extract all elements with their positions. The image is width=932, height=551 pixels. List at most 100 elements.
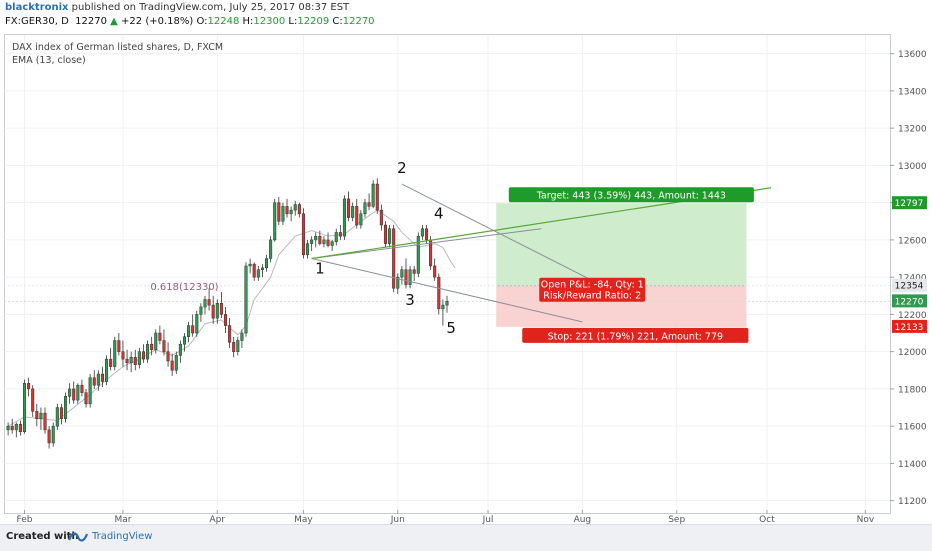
y-tick-label: 12600 bbox=[898, 236, 927, 246]
candle-body bbox=[244, 265, 248, 334]
candle-body bbox=[18, 424, 22, 433]
candle-body bbox=[388, 228, 392, 244]
price-flag-label: 12797 bbox=[895, 199, 924, 209]
y-tick-label: 12000 bbox=[898, 348, 927, 358]
candle-body bbox=[289, 209, 293, 215]
last-price: 12270 bbox=[75, 16, 107, 27]
candle-body bbox=[113, 340, 117, 367]
chart-legend: DAX index of German listed shares, D, FX… bbox=[12, 41, 223, 67]
candle-body bbox=[236, 340, 240, 352]
stop-label: Stop: 221 (1.79%) 221, Amount: 779 bbox=[548, 331, 723, 342]
candle-body bbox=[412, 269, 416, 274]
up-arrow-icon: ▲ bbox=[110, 16, 118, 27]
candle-body bbox=[256, 269, 260, 278]
candle-body bbox=[121, 351, 125, 360]
candle-body bbox=[10, 425, 14, 431]
candle-body bbox=[277, 202, 281, 222]
candle-body bbox=[301, 213, 305, 256]
legend-ema: EMA (13, close) bbox=[12, 55, 86, 66]
candle-body bbox=[228, 325, 232, 343]
candle-body bbox=[84, 392, 88, 405]
tradingview-logo-icon bbox=[68, 532, 88, 542]
y-tick-label: 13200 bbox=[898, 125, 927, 135]
candlestick-chart[interactable]: 11200 11400 11600 11800 12000 12200 12400 12600… bbox=[0, 0, 932, 524]
candle-body bbox=[264, 258, 269, 269]
candle-body bbox=[31, 388, 35, 412]
candle-body bbox=[392, 228, 396, 289]
price-flag-bg bbox=[892, 294, 927, 308]
price-flag-bg bbox=[892, 319, 927, 333]
candle-body bbox=[150, 343, 154, 351]
candle-body bbox=[133, 357, 137, 365]
risk-reward-label: Risk/Reward Ratio: 2 bbox=[543, 291, 641, 302]
candle-body bbox=[400, 269, 404, 278]
low-value: 12209 bbox=[297, 16, 330, 27]
candle-body bbox=[59, 407, 63, 419]
x-tick-label: Sep bbox=[668, 515, 685, 524]
candle-body bbox=[367, 202, 371, 207]
candle-body bbox=[129, 357, 133, 364]
candle-body bbox=[240, 332, 244, 341]
candle-body bbox=[281, 206, 285, 222]
candle-body bbox=[141, 351, 145, 360]
x-tick-label: May bbox=[294, 515, 313, 524]
candle-body bbox=[170, 360, 174, 371]
candle-body bbox=[72, 388, 76, 401]
candle-body bbox=[203, 299, 207, 308]
created-with-text: Created with bbox=[6, 531, 79, 542]
close-value: 12270 bbox=[342, 16, 375, 27]
high-value: 12300 bbox=[253, 16, 286, 27]
price-flag-bg bbox=[892, 278, 927, 292]
candle-body bbox=[43, 412, 47, 431]
legend-symbol-description: DAX index of German listed shares, D, FX… bbox=[12, 42, 224, 53]
candle-body bbox=[408, 269, 412, 285]
candle-body bbox=[371, 183, 375, 207]
tradingview-brand[interactable]: TradingView bbox=[92, 531, 153, 542]
x-tick-label: Nov bbox=[857, 515, 875, 524]
x-tick-label: Aug bbox=[574, 515, 592, 524]
candle-body bbox=[248, 263, 252, 267]
candle-body bbox=[39, 412, 43, 419]
candle-body bbox=[433, 265, 437, 278]
candle-body bbox=[232, 342, 236, 352]
candle-body bbox=[273, 202, 277, 241]
x-tick-label: Oct bbox=[759, 515, 775, 524]
candle-body bbox=[306, 243, 310, 256]
candle-body bbox=[154, 332, 158, 351]
candle-body bbox=[330, 241, 334, 246]
candle-body bbox=[51, 425, 55, 444]
candle-body bbox=[375, 183, 379, 211]
x-tick-label: Feb bbox=[17, 515, 33, 524]
candle-body bbox=[219, 302, 223, 315]
author-name[interactable]: blacktronix bbox=[5, 2, 69, 13]
candle-body bbox=[322, 239, 326, 244]
target-label: Target: 443 (3.59%) 443, Amount: 1443 bbox=[536, 191, 726, 202]
candle-body bbox=[146, 343, 150, 360]
candle-body bbox=[158, 332, 162, 341]
candle-body bbox=[105, 358, 109, 382]
candle-body bbox=[285, 206, 289, 215]
pivot-label: 4 bbox=[434, 204, 444, 222]
candle-body bbox=[355, 206, 359, 226]
candle-body bbox=[342, 198, 346, 237]
candle-body bbox=[35, 411, 39, 419]
candle-body bbox=[420, 228, 424, 237]
candle-body bbox=[195, 314, 199, 334]
candle-body bbox=[359, 213, 363, 226]
y-tick-label: 11600 bbox=[898, 423, 927, 433]
candle-body bbox=[22, 383, 27, 433]
candle-body bbox=[437, 276, 441, 310]
pivot-label: 1 bbox=[315, 259, 325, 277]
pnl-box-bg bbox=[539, 277, 646, 302]
candle-body bbox=[326, 239, 330, 246]
candle-body bbox=[211, 304, 215, 319]
candle-body bbox=[68, 388, 72, 397]
candle-body bbox=[347, 198, 351, 218]
candle-body bbox=[137, 351, 141, 365]
pivot-label: 2 bbox=[397, 159, 407, 177]
y-tick-label: 13400 bbox=[898, 87, 927, 97]
candle-body bbox=[6, 425, 10, 431]
candle-body bbox=[396, 276, 400, 289]
candle-body bbox=[55, 407, 59, 427]
close-label: C: bbox=[332, 16, 343, 27]
